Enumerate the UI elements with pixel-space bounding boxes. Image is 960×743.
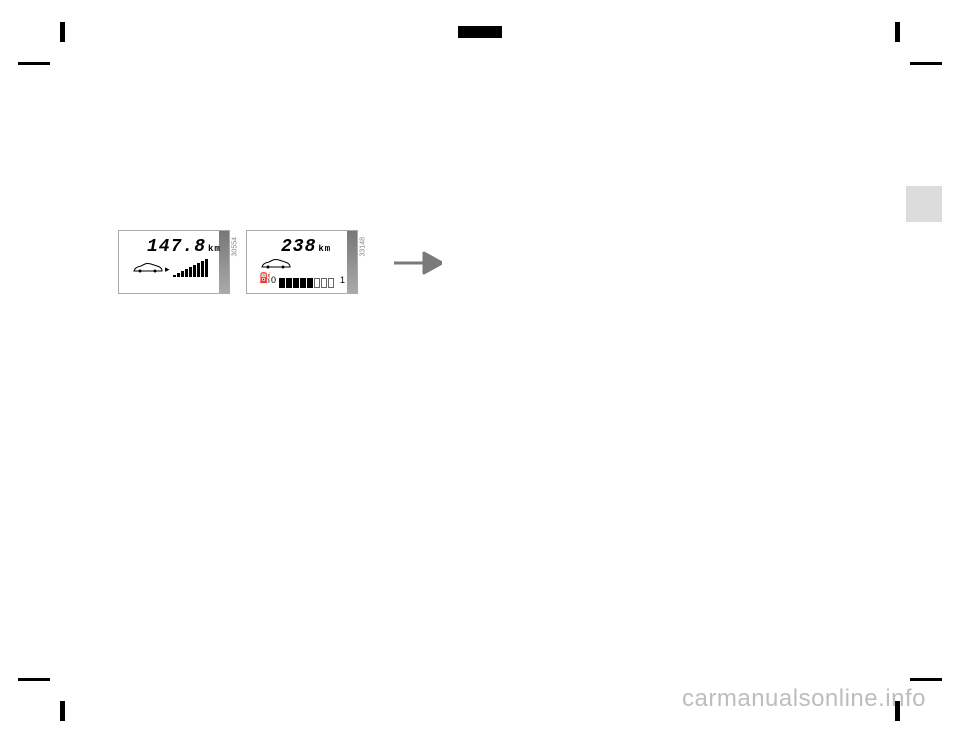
- crop-mark: [910, 678, 942, 681]
- gauge-one-label: 1: [340, 275, 345, 285]
- arrow-icon: [394, 248, 442, 278]
- lcd-distance-unit: km: [208, 244, 221, 254]
- crop-mark: [60, 22, 65, 42]
- pump-arrow-icon: ▸: [165, 264, 170, 274]
- gauge-track: [279, 275, 337, 285]
- lcd-distance-readout: 238km: [281, 237, 331, 257]
- lcd-distance-value: 147.8: [147, 237, 206, 257]
- lcd-distance-readout: 147.8km: [147, 237, 221, 257]
- crop-mark: [895, 22, 900, 42]
- top-color-bar: [458, 26, 502, 38]
- gauge-zero-label: 0: [271, 275, 276, 285]
- car-icon: [133, 261, 163, 273]
- section-tab: [906, 186, 942, 222]
- crop-mark: [18, 678, 50, 681]
- lcd-distance-unit: km: [318, 244, 331, 254]
- page: { "watermark": "carmanualsonline.info", …: [0, 0, 960, 743]
- lcd-figure-id: 30554: [231, 237, 238, 256]
- crop-mark: [18, 62, 50, 65]
- fuel-gauge: ⛽ 0 1: [259, 271, 345, 287]
- lcd-figure-id: 33148: [359, 237, 366, 256]
- lcd-display-1: 30554 147.8km ▸: [118, 230, 230, 294]
- crop-mark: [60, 701, 65, 721]
- watermark-text: carmanualsonline.info: [682, 685, 926, 713]
- lcd-distance-value: 238: [281, 237, 316, 257]
- lcd-side-strip: [347, 231, 357, 293]
- fuel-pump-icon: ⛽: [259, 273, 271, 284]
- lcd-display-2: 33148 238km ⛽ 0 1: [246, 230, 358, 294]
- range-bars: ▸: [165, 259, 215, 277]
- car-icon: [261, 257, 291, 269]
- crop-mark: [910, 62, 942, 65]
